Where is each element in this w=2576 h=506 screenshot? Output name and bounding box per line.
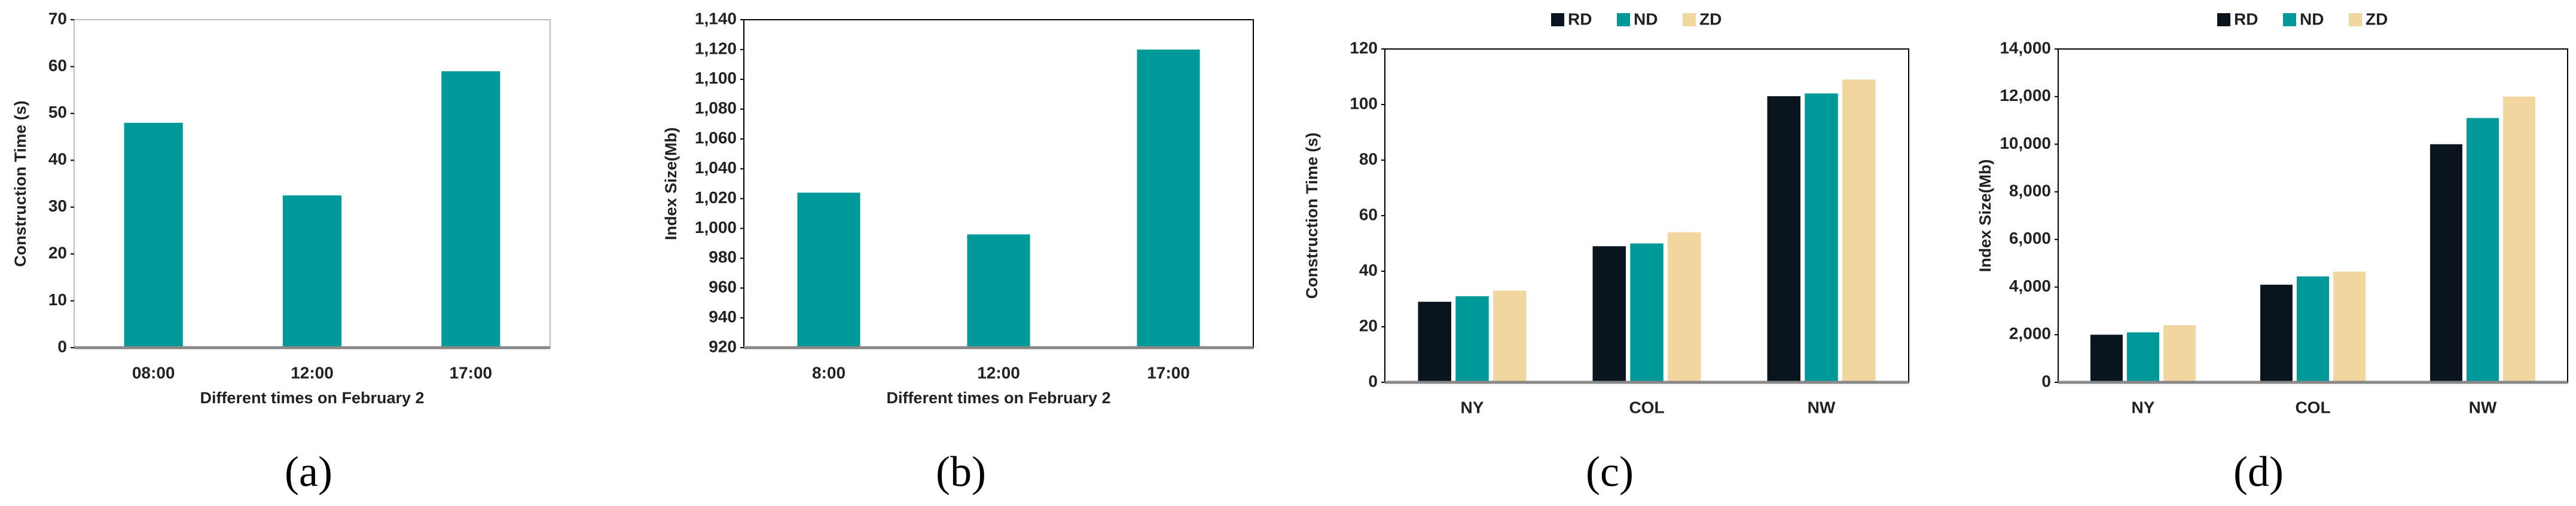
y-tick-label: 10: [48, 290, 67, 309]
x-axis-title: Different times on February 2: [886, 389, 1110, 407]
legend-swatch: [1551, 13, 1564, 26]
bar: [2163, 325, 2196, 382]
legend-swatch: [1617, 13, 1630, 26]
y-tick-label: 920: [709, 337, 737, 355]
bar: [2297, 276, 2329, 382]
y-tick-label: 1,120: [695, 39, 737, 57]
y-tick-label: 40: [1359, 260, 1378, 279]
caption: (b): [936, 448, 986, 496]
y-tick-label: 10,000: [2000, 134, 2051, 152]
bar: [1493, 290, 1527, 382]
caption: (a): [285, 448, 332, 496]
bar: [1455, 296, 1489, 382]
bar: [2467, 118, 2499, 383]
bar: [2260, 284, 2293, 382]
legend-swatch: [2283, 13, 2296, 26]
y-tick-label: 60: [48, 56, 67, 75]
y-tick-label: 2,000: [2009, 324, 2051, 343]
y-tick-label: 1,140: [695, 9, 737, 27]
y-tick-label: 1,040: [695, 158, 737, 177]
y-tick-label: 120: [1350, 38, 1378, 57]
bar: [1767, 96, 1800, 383]
y-tick-label: 20: [48, 244, 67, 262]
x-tick-label: 12:00: [291, 363, 334, 382]
x-axis-title: Different times on February 2: [200, 389, 424, 407]
y-axis-title: Index Size(Mb): [662, 127, 680, 240]
x-tick-label: 8:00: [812, 363, 846, 382]
x-tick-label: NW: [1808, 398, 1836, 416]
legend-label: RD: [2234, 10, 2258, 28]
y-tick-label: 60: [1359, 205, 1378, 223]
bar: [2090, 335, 2123, 382]
bar: [797, 192, 860, 348]
bar: [124, 122, 183, 348]
bar: [2127, 332, 2159, 382]
y-tick-label: 940: [709, 307, 737, 326]
x-tick-label: NW: [2469, 398, 2497, 416]
y-tick-label: 1,080: [695, 99, 737, 117]
bar: [2430, 144, 2462, 382]
y-axis-title: Construction Time (s): [1303, 133, 1321, 299]
y-tick-label: 6,000: [2009, 229, 2051, 247]
x-tick-label: COL: [2295, 398, 2330, 416]
y-tick-label: 20: [1359, 316, 1378, 335]
y-tick-label: 960: [709, 278, 737, 296]
x-tick-label: NY: [1461, 398, 1484, 416]
y-tick-label: 50: [48, 103, 67, 121]
bar: [1668, 232, 1701, 382]
x-tick-label: 12:00: [977, 363, 1020, 382]
legend-swatch: [1683, 13, 1696, 26]
x-tick-label: 17:00: [450, 363, 493, 382]
y-tick-label: 0: [1368, 372, 1378, 390]
y-tick-label: 40: [48, 150, 67, 168]
y-tick-label: 100: [1350, 94, 1378, 112]
legend-swatch: [2217, 13, 2230, 26]
y-tick-label: 80: [1359, 149, 1378, 168]
bar: [1630, 243, 1664, 382]
y-tick-label: 1,020: [695, 188, 737, 207]
y-tick-label: 4,000: [2009, 277, 2051, 295]
x-tick-label: COL: [1629, 398, 1664, 416]
bar: [282, 195, 342, 348]
y-tick-label: 0: [2041, 372, 2051, 390]
y-axis-title: Construction Time (s): [11, 100, 29, 267]
x-tick-label: NY: [2132, 398, 2155, 416]
y-tick-label: 70: [48, 9, 67, 27]
caption: (d): [2233, 448, 2284, 496]
y-axis-title: Index Size(Mb): [1976, 159, 1994, 272]
legend-label: ZD: [1699, 10, 1722, 28]
bar: [1418, 302, 1451, 382]
legend-label: ND: [1634, 10, 1658, 28]
x-tick-label: 08:00: [132, 363, 175, 382]
y-tick-label: 14,000: [2000, 38, 2051, 57]
bar: [967, 234, 1030, 348]
x-tick-label: 17:00: [1147, 363, 1190, 382]
y-tick-label: 30: [48, 197, 67, 215]
legend-label: ND: [2300, 10, 2324, 28]
y-tick-label: 1,000: [695, 218, 737, 237]
y-tick-label: 12,000: [2000, 86, 2051, 105]
legend-label: ZD: [2366, 10, 2388, 28]
bar: [2503, 96, 2536, 382]
bar: [441, 71, 500, 348]
bar: [1137, 49, 1200, 348]
bar: [1842, 79, 1876, 382]
bar: [1592, 246, 1626, 382]
y-tick-label: 1,100: [695, 69, 737, 87]
y-tick-label: 1,060: [695, 128, 737, 147]
bar: [2333, 271, 2366, 382]
legend-label: RD: [1568, 10, 1592, 28]
caption: (c): [1586, 448, 1634, 496]
y-tick-label: 0: [57, 337, 67, 355]
y-tick-label: 8,000: [2009, 182, 2051, 200]
legend-swatch: [2349, 13, 2362, 26]
bar: [1805, 93, 1838, 382]
y-tick-label: 980: [709, 248, 737, 266]
